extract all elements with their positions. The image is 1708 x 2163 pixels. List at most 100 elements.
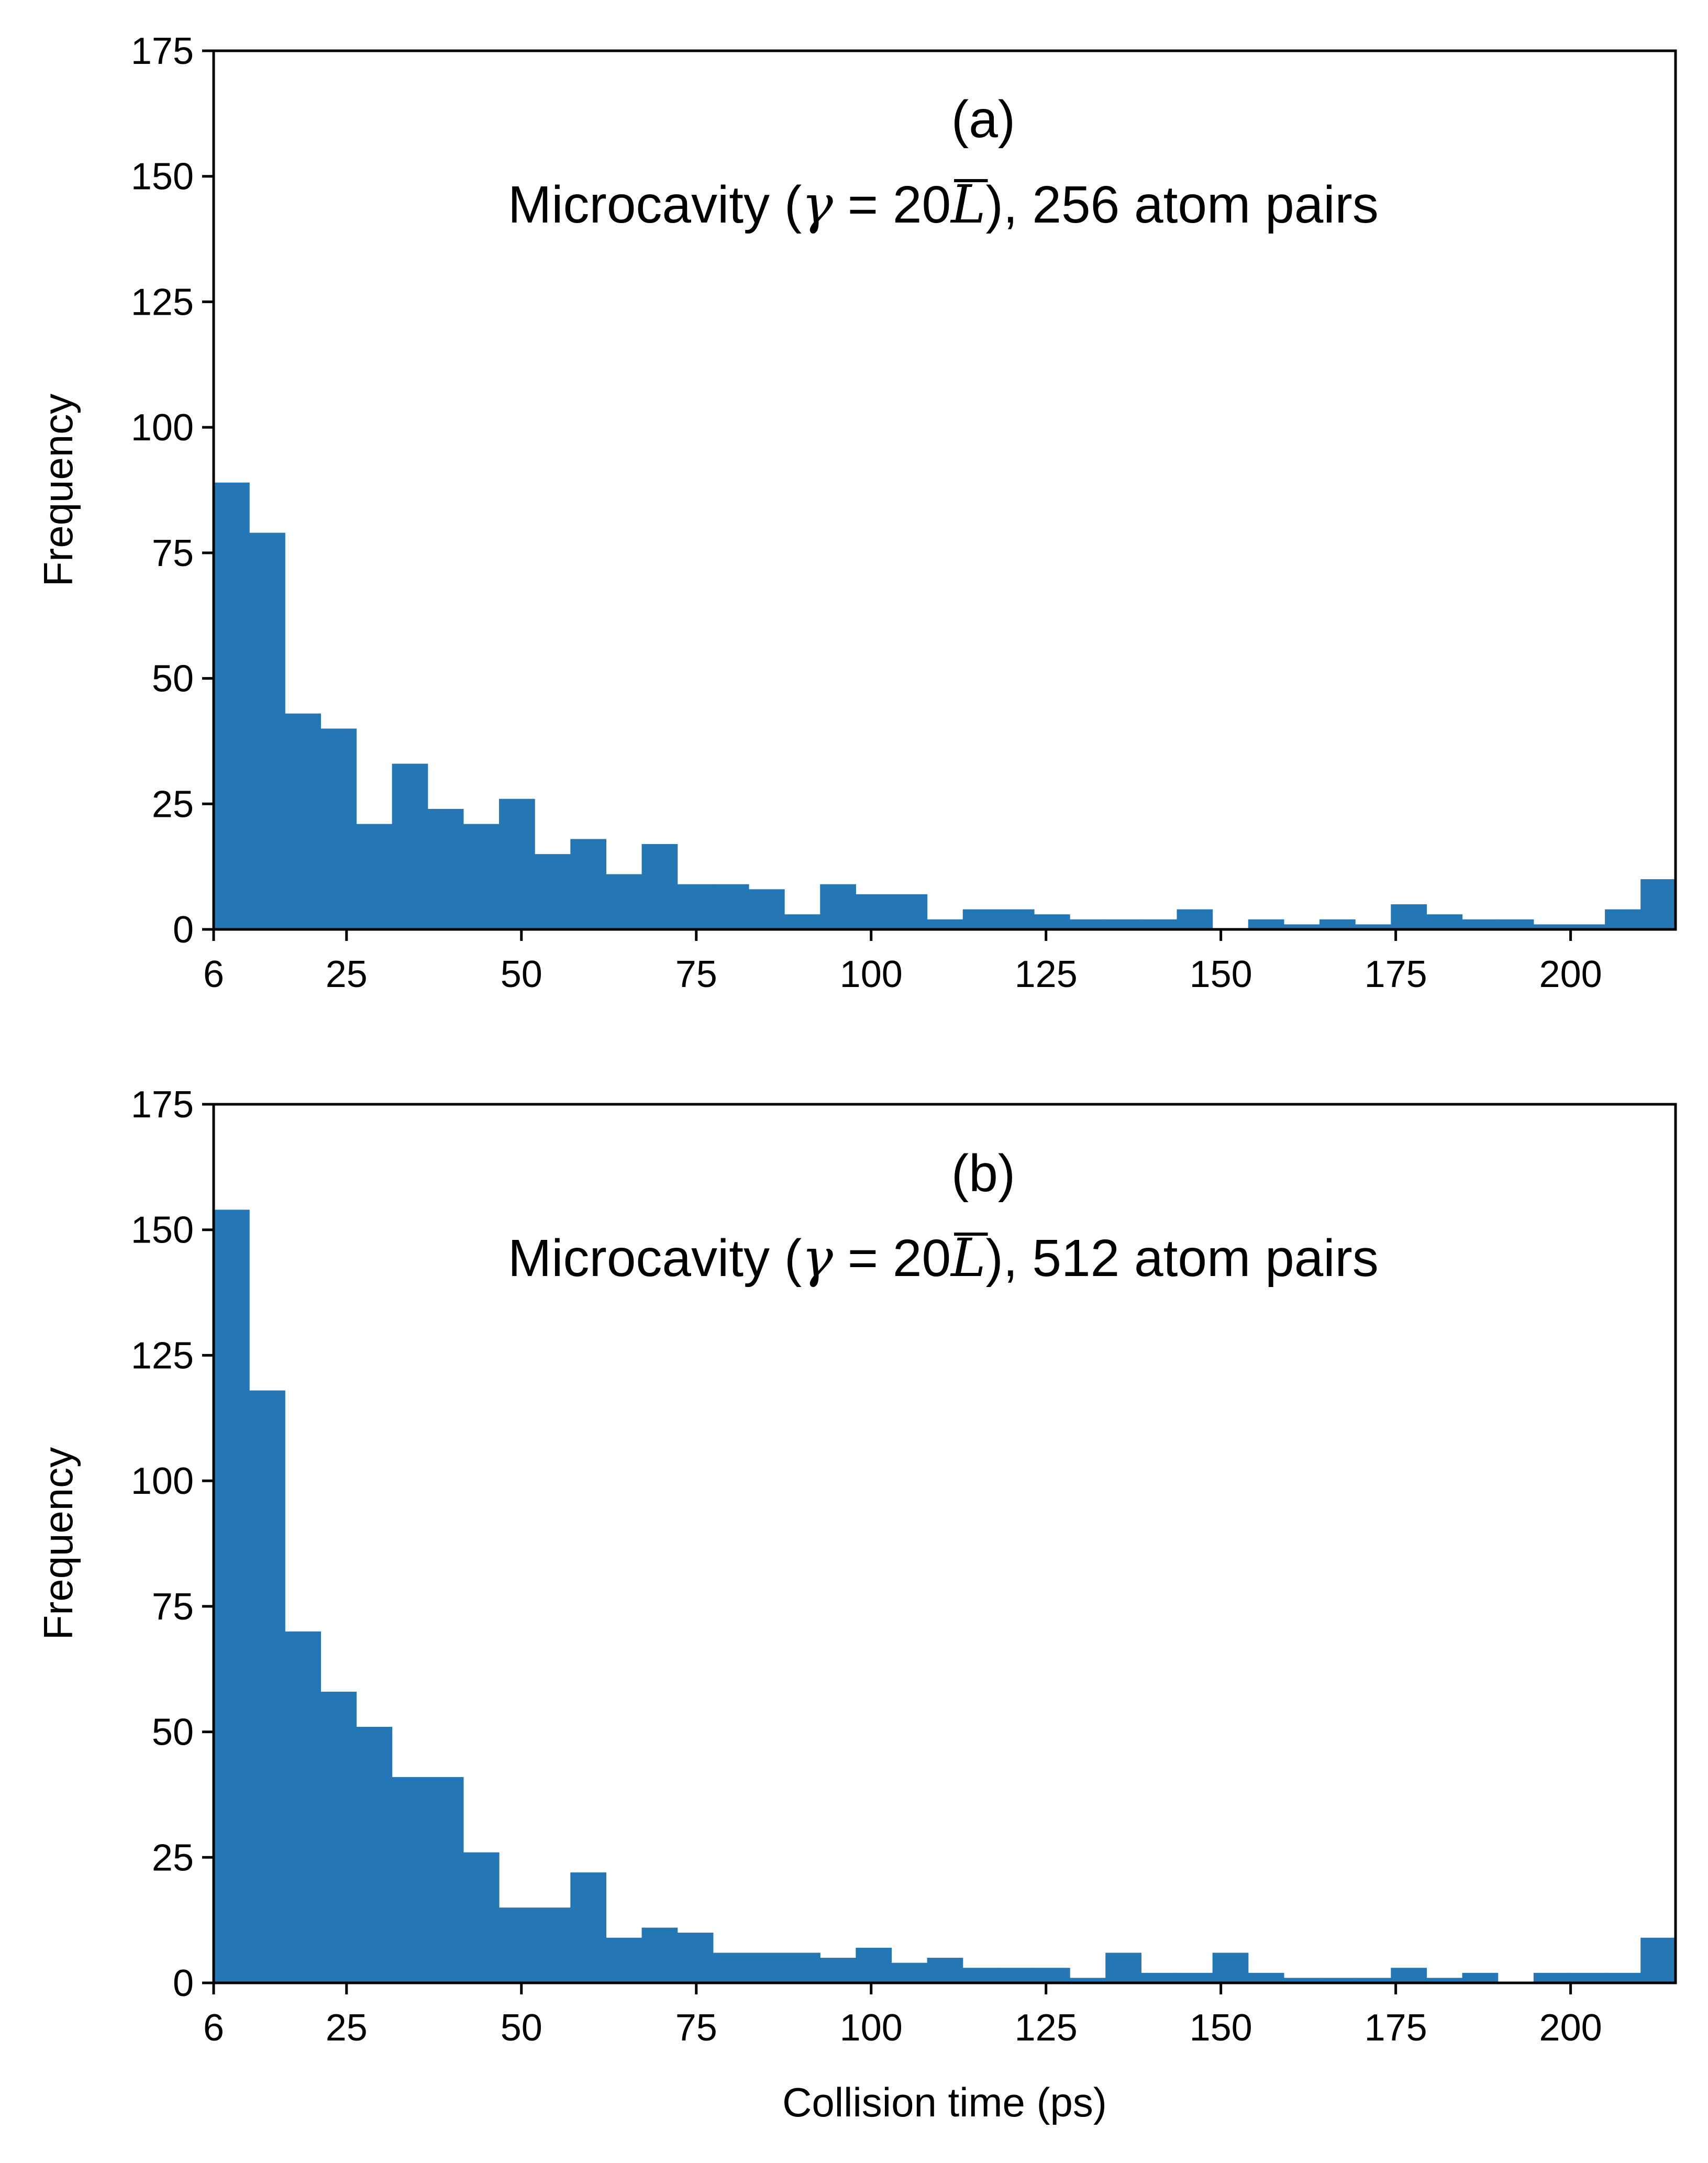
axes-frame	[212, 49, 1677, 931]
histogram-bar	[1462, 919, 1499, 929]
histogram-bar	[1283, 1978, 1320, 1983]
histogram-bar	[392, 1777, 428, 1983]
histogram-bar	[1640, 879, 1677, 929]
histogram-bar	[820, 884, 856, 929]
y-tick-label: 100	[131, 407, 194, 449]
annotation-gamma: γ	[802, 174, 833, 235]
histogram-bar	[356, 1726, 393, 1983]
annotation-suffix: ), 512 atom pairs	[986, 1229, 1379, 1288]
histogram-bar	[1070, 1978, 1106, 1983]
histogram-bar	[927, 919, 963, 929]
histogram-bar	[463, 1852, 500, 1983]
x-tick-label: 150	[1190, 2007, 1252, 2049]
histogram-bar	[677, 1933, 714, 1983]
histogram-bar	[1533, 924, 1570, 929]
histogram-bar	[1569, 1972, 1605, 1983]
histogram-bar	[641, 844, 678, 929]
y-tick-label: 50	[152, 1712, 194, 1754]
x-tick-label: 6	[203, 2007, 224, 2049]
y-tick-label: 175	[131, 30, 194, 72]
annotation-equals: = 20	[833, 1229, 951, 1288]
histogram-bar	[1319, 919, 1356, 929]
histogram-bar	[1355, 924, 1391, 929]
annotation-lbar: L	[950, 174, 985, 235]
x-tick-label: 25	[326, 953, 368, 995]
histogram-bar	[570, 1872, 607, 1983]
histogram-bar	[570, 839, 607, 929]
panel-label: (b)	[951, 1144, 1015, 1203]
histogram-bar	[1177, 909, 1213, 929]
y-axis-label: Frequency	[35, 394, 81, 587]
histogram-bar	[748, 1953, 785, 1983]
histogram-bar	[713, 1953, 749, 1983]
x-axis-label: Collision time (ps)	[782, 2079, 1107, 2125]
y-axis-label: Frequency	[35, 1447, 81, 1640]
histogram-bar	[606, 1937, 642, 1983]
x-tick-label: 75	[675, 953, 717, 995]
histogram-bar	[427, 808, 464, 929]
histogram-bars	[214, 1210, 1677, 1983]
histogram-bar	[1640, 1937, 1677, 1983]
histogram-bar	[1462, 1972, 1499, 1983]
y-tick-label: 25	[152, 1837, 194, 1879]
histogram-bar	[641, 1927, 678, 1983]
y-tick-label: 75	[152, 533, 194, 574]
histogram-bar	[891, 894, 928, 929]
y-tick-label: 150	[131, 156, 194, 198]
histogram-bar	[285, 1631, 321, 1983]
histogram-bar	[1212, 1953, 1249, 1983]
histogram-bar	[998, 909, 1035, 929]
histogram-bar	[392, 763, 428, 929]
histogram-bar	[535, 854, 571, 929]
annotation-prefix: Microcavity (	[508, 1229, 802, 1288]
panel-a: 0 25 50 75 100 125 150 175 6 25 50 75 100 125 150 175 20…	[35, 30, 1677, 995]
histogram-bar	[1605, 1972, 1641, 1983]
histogram-bar	[356, 824, 393, 929]
x-tick-label: 100	[840, 2007, 903, 2049]
histogram-bar	[1034, 1968, 1070, 1983]
histogram-bar	[1141, 919, 1178, 929]
histogram-bar	[1569, 924, 1605, 929]
histogram-bar	[820, 1958, 856, 1983]
annotation-equals: = 20	[833, 175, 951, 234]
histogram-bar	[784, 914, 820, 929]
y-tick-label: 25	[152, 783, 194, 825]
histogram-bar	[856, 894, 892, 929]
histogram-bar	[1248, 1972, 1284, 1983]
histogram-bar	[1177, 1972, 1213, 1983]
histogram-bar	[1141, 1972, 1178, 1983]
y-tick-label: 0	[173, 1962, 194, 2004]
histogram-bar	[427, 1777, 464, 1983]
panel-b: 0 25 50 75 100 125 150 175 6 25 50 75 100 125 150 175 20…	[35, 1084, 1677, 2125]
histogram-bar	[249, 533, 285, 929]
histogram-bar	[891, 1962, 928, 1983]
histogram-bar	[962, 909, 999, 929]
y-tick-label: 175	[131, 1084, 194, 1126]
histogram-bar	[535, 1907, 571, 1983]
histogram-bar	[677, 884, 714, 929]
histogram-bar	[320, 728, 357, 929]
y-tick-label: 150	[131, 1210, 194, 1251]
histogram-bar	[927, 1958, 963, 1983]
x-tick-label: 75	[675, 2007, 717, 2049]
histogram-bar	[499, 798, 535, 929]
histogram-bar	[320, 1691, 357, 1983]
annotation-gamma: γ	[802, 1227, 833, 1289]
y-tick-label: 100	[131, 1460, 194, 1502]
x-tick-label: 100	[840, 953, 903, 995]
y-tick-label: 75	[152, 1586, 194, 1628]
x-tick-label: 25	[326, 2007, 368, 2049]
x-tick-label: 200	[1539, 953, 1602, 995]
y-tick-label: 125	[131, 281, 194, 323]
histogram-bar	[285, 713, 321, 929]
histogram-bar	[1391, 904, 1427, 929]
annotation-suffix: ), 256 atom pairs	[986, 175, 1379, 234]
x-tick-label: 6	[203, 953, 224, 995]
histogram-bar	[1391, 1968, 1427, 1983]
y-tick-label: 50	[152, 658, 194, 700]
histogram-bar	[499, 1907, 535, 1983]
histogram-bar	[1283, 924, 1320, 929]
x-tick-label: 125	[1015, 953, 1078, 995]
histogram-bar	[1070, 919, 1106, 929]
